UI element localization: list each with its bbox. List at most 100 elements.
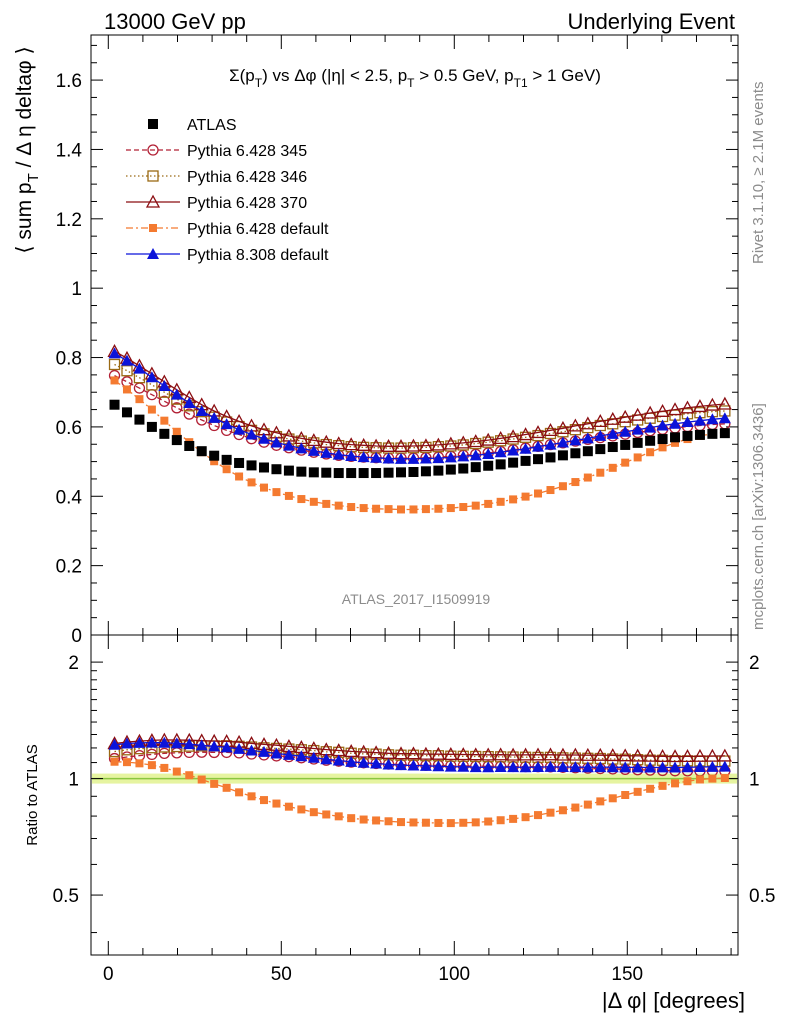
data-point-pythia-6-428-370 [543, 423, 558, 437]
ratio-point-pythia-6-428-default [259, 796, 268, 805]
data-point-pythia-6-428-370 [717, 396, 732, 410]
ratio-point-pythia-6-428-default [484, 817, 493, 826]
ratio-series-pythia-6-428-default [110, 757, 729, 828]
data-point-atlas [221, 454, 232, 465]
data-point-pythia-8-308-default [133, 362, 146, 374]
ratio-point-pythia-8-308-default [195, 739, 208, 751]
ratio-point-pythia-8-308-default [569, 761, 582, 773]
ratio-point-pythia-8-308-default [432, 760, 445, 772]
ratio-point-pythia-8-308-default [208, 740, 221, 752]
ratio-y-tick-label: 2 [68, 653, 79, 674]
ratio-point-pythia-6-428-default [397, 818, 406, 827]
main-y-tick-label: 0.2 [56, 557, 82, 578]
data-point-atlas [645, 435, 656, 446]
data-point-pythia-8-308-default [507, 444, 520, 456]
ratio-point-pythia-8-308-default [718, 760, 731, 772]
data-point-pythia-6-428-default [160, 416, 169, 425]
legend-label: Pythia 6.428 370 [187, 195, 307, 212]
ratio-point-pythia-8-308-default [507, 761, 520, 773]
ratio-point-pythia-6-428-default [359, 815, 368, 824]
main-y-tick-label: 0.6 [56, 418, 82, 439]
ratio-point-pythia-8-308-default [644, 761, 657, 773]
data-point-pythia-8-308-default [120, 354, 133, 366]
legend-marker [149, 224, 157, 232]
ratio-point-pythia-6-428-370 [618, 748, 633, 762]
data-point-pythia-8-308-default [569, 434, 582, 446]
analysis-id: ATLAS_2017_I1509919 [342, 591, 491, 607]
data-point-pythia-6-428-370 [481, 432, 496, 446]
ratio-point-pythia-8-308-default [295, 750, 308, 762]
data-point-atlas [545, 452, 556, 463]
main-plot-series [107, 343, 732, 514]
plot-title-part-d: > 1 GeV) [528, 66, 601, 85]
ratio-point-pythia-8-308-default [257, 745, 270, 757]
ratio-point-pythia-8-308-default [482, 761, 495, 773]
ratio-point-pythia-6-428-370 [555, 747, 571, 761]
data-point-atlas [458, 463, 469, 474]
ratio-point-pythia-8-308-default [158, 736, 171, 748]
ratio-plot-series [107, 732, 732, 828]
ratio-point-pythia-6-428-default [695, 775, 704, 784]
ratio-point-pythia-6-428-370 [481, 747, 496, 761]
ratio-point-pythia-8-308-default [681, 761, 694, 773]
data-point-pythia-6-428-default [409, 505, 418, 514]
data-point-pythia-8-308-default [656, 419, 669, 431]
data-point-atlas [533, 454, 544, 465]
data-point-pythia-6-428-345 [158, 395, 170, 407]
ratio-point-pythia-6-428-default [210, 779, 219, 788]
data-point-pythia-8-308-default [307, 444, 320, 456]
data-point-pythia-6-428-370 [680, 400, 695, 414]
data-point-pythia-8-308-default [581, 432, 594, 444]
ratio-y-tick-label-right: 1 [749, 770, 760, 791]
data-point-pythia-6-428-370 [692, 399, 708, 413]
data-point-pythia-6-428-370 [381, 438, 396, 452]
ratio-point-pythia-6-428-370 [406, 746, 421, 760]
ratio-point-pythia-8-308-default [220, 741, 233, 753]
data-point-atlas [371, 468, 382, 479]
ratio-point-pythia-6-428-default [608, 794, 617, 803]
legend: ATLAS Pythia 6.428 345 Pythia 6.428 346 Pyt… [126, 117, 329, 264]
ratio-point-pythia-6-428-default [496, 816, 505, 825]
x-tick-label: 0 [103, 964, 114, 985]
ratio-point-pythia-8-308-default [519, 761, 532, 773]
data-point-pythia-6-428-370 [344, 437, 359, 451]
header-right: Underlying Event [567, 9, 735, 34]
ratio-point-pythia-6-428-default [446, 819, 455, 828]
series-line-pythia-6-428-370 [114, 350, 725, 447]
data-point-atlas [682, 430, 693, 441]
side-text-rivet: Rivet 3.1.10, ≥ 2.1M events [750, 82, 767, 265]
ratio-point-pythia-6-428-default [110, 757, 119, 766]
data-point-pythia-6-428-370 [518, 427, 533, 441]
legend-item-pythia-8-308-default: Pythia 8.308 default [126, 247, 329, 264]
ratio-point-pythia-8-308-default [594, 761, 607, 773]
ratio-point-pythia-6-428-default [521, 813, 530, 822]
ratio-point-pythia-6-428-default [160, 763, 169, 772]
legend-item-pythia-6-428-345: Pythia 6.428 345 [126, 143, 307, 160]
data-point-pythia-6-428-default [297, 495, 306, 504]
data-point-pythia-6-428-default [272, 488, 281, 497]
legend-label: Pythia 6.428 346 [187, 169, 307, 186]
data-point-pythia-8-308-default [183, 396, 196, 408]
ratio-point-pythia-8-308-default [532, 761, 545, 773]
data-point-pythia-6-428-default [210, 457, 219, 466]
data-point-pythia-6-428-370 [705, 397, 720, 411]
series-pythia-6-428-default [110, 376, 729, 514]
data-point-pythia-6-428-370 [667, 402, 683, 416]
legend-label: Pythia 6.428 345 [187, 143, 307, 160]
ratio-point-pythia-6-428-370 [393, 746, 409, 760]
data-point-atlas [184, 440, 195, 451]
data-point-pythia-6-428-default [471, 501, 480, 510]
data-point-pythia-8-308-default [631, 423, 644, 435]
ratio-point-pythia-6-428-default [272, 799, 281, 808]
data-point-pythia-6-428-default [359, 504, 368, 513]
data-point-pythia-8-308-default [556, 436, 569, 448]
data-point-atlas [445, 464, 456, 475]
data-point-pythia-6-428-default [521, 492, 530, 501]
data-point-pythia-8-308-default [544, 438, 557, 450]
ratio-point-pythia-6-428-345 [158, 747, 170, 759]
legend-item-pythia-6-428-370: Pythia 6.428 370 [126, 194, 307, 212]
ratio-point-pythia-6-428-370 [493, 747, 508, 761]
side-text-mcplots: mcplots.cern.ch [arXiv:1306.3436] [750, 403, 767, 630]
ratio-y-tick-label: 0.5 [53, 886, 79, 907]
